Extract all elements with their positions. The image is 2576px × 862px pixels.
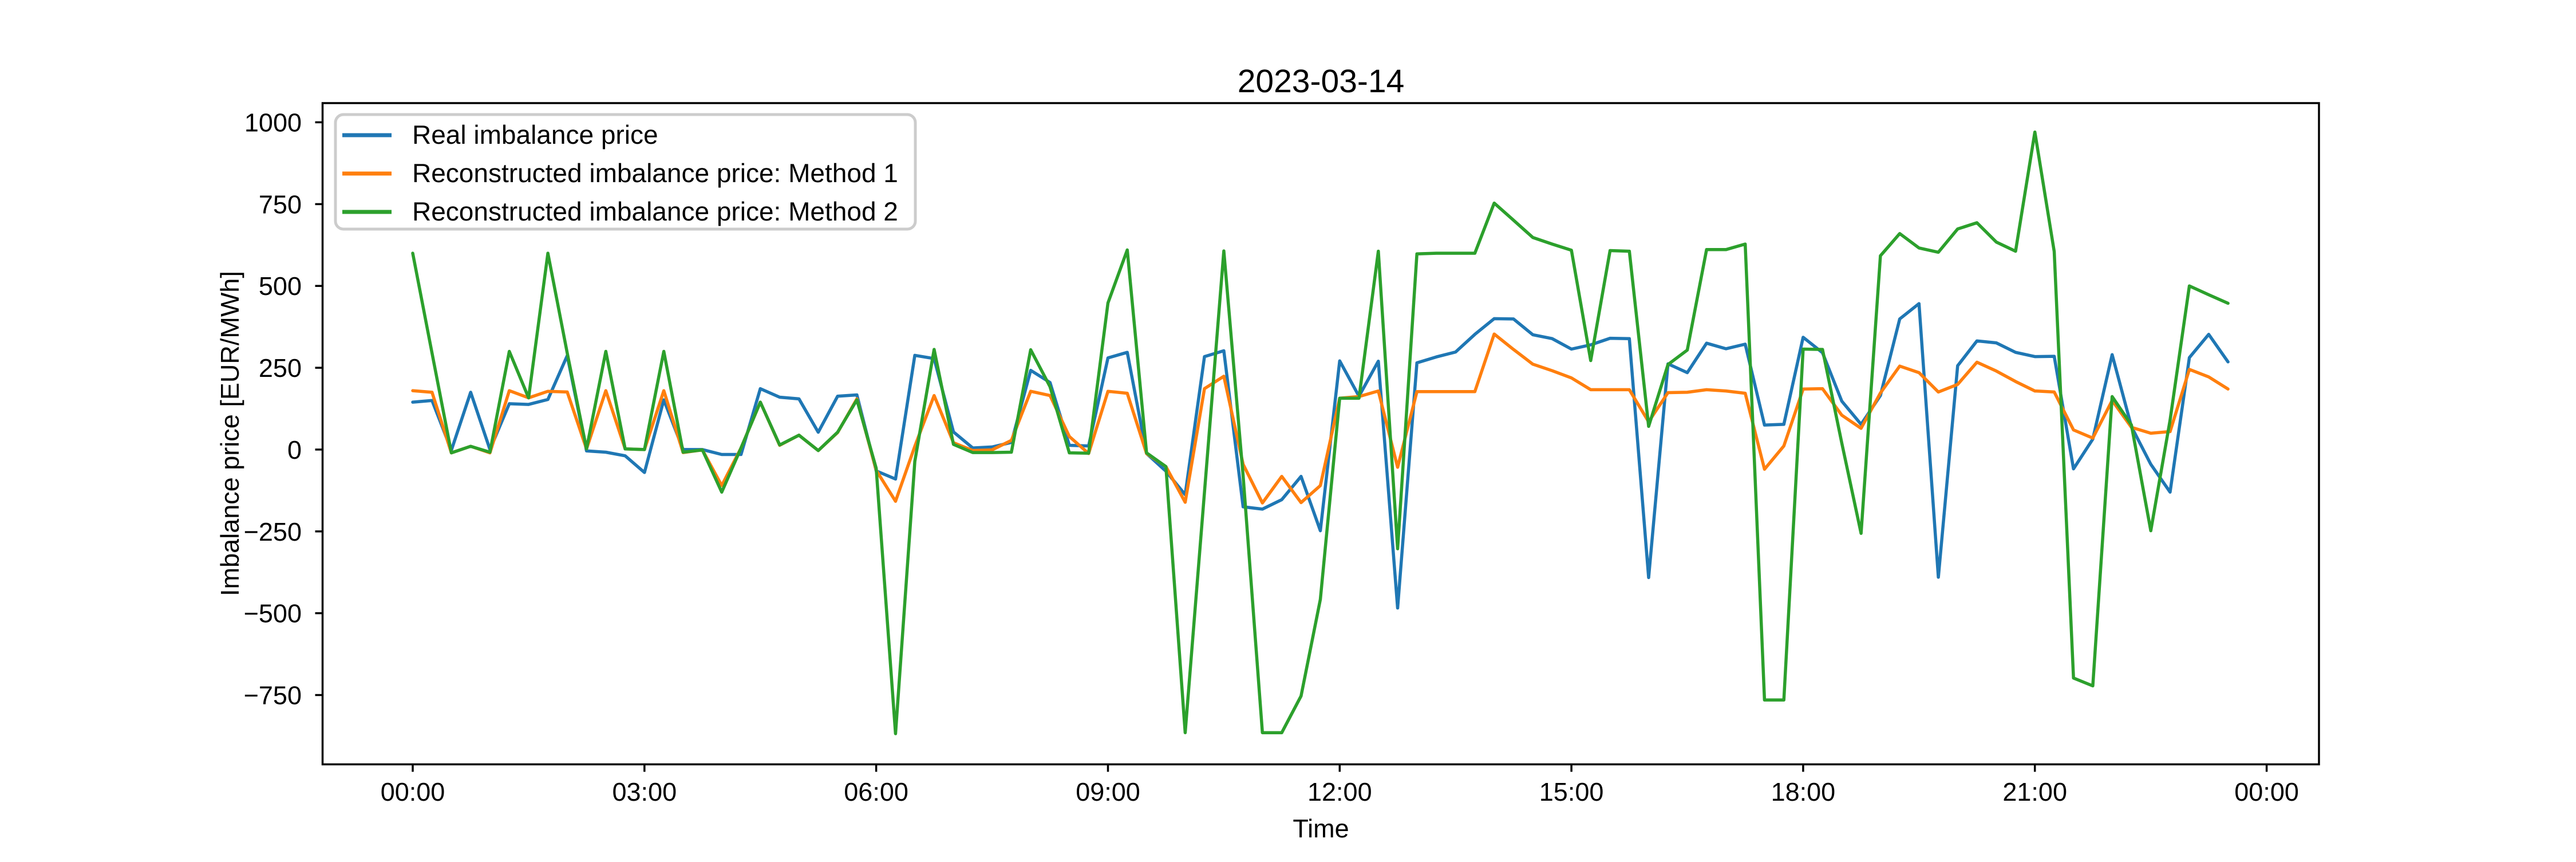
svg-text:Real imbalance price: Real imbalance price [412, 120, 658, 149]
svg-text:00:00: 00:00 [381, 777, 445, 806]
svg-text:0: 0 [287, 435, 302, 465]
svg-text:09:00: 09:00 [1076, 777, 1140, 806]
svg-text:18:00: 18:00 [1771, 777, 1836, 806]
svg-text:06:00: 06:00 [844, 777, 908, 806]
svg-text:03:00: 03:00 [612, 777, 677, 806]
svg-text:750: 750 [259, 190, 302, 219]
svg-text:Imbalance price [EUR/MWh]: Imbalance price [EUR/MWh] [215, 271, 244, 596]
svg-text:1000: 1000 [244, 108, 302, 137]
svg-text:15:00: 15:00 [1539, 777, 1604, 806]
svg-text:12:00: 12:00 [1307, 777, 1372, 806]
svg-text:−500: −500 [244, 599, 302, 628]
svg-text:00:00: 00:00 [2234, 777, 2299, 806]
svg-text:250: 250 [259, 353, 302, 383]
svg-text:2023-03-14: 2023-03-14 [1238, 63, 1405, 100]
svg-text:21:00: 21:00 [2002, 777, 2067, 806]
svg-text:Reconstructed imbalance price:: Reconstructed imbalance price: Method 1 [412, 158, 898, 188]
svg-text:−750: −750 [244, 681, 302, 710]
svg-text:−250: −250 [244, 517, 302, 546]
svg-text:Time: Time [1293, 814, 1349, 843]
svg-text:Reconstructed imbalance price:: Reconstructed imbalance price: Method 2 [412, 196, 898, 226]
svg-text:500: 500 [259, 271, 302, 301]
